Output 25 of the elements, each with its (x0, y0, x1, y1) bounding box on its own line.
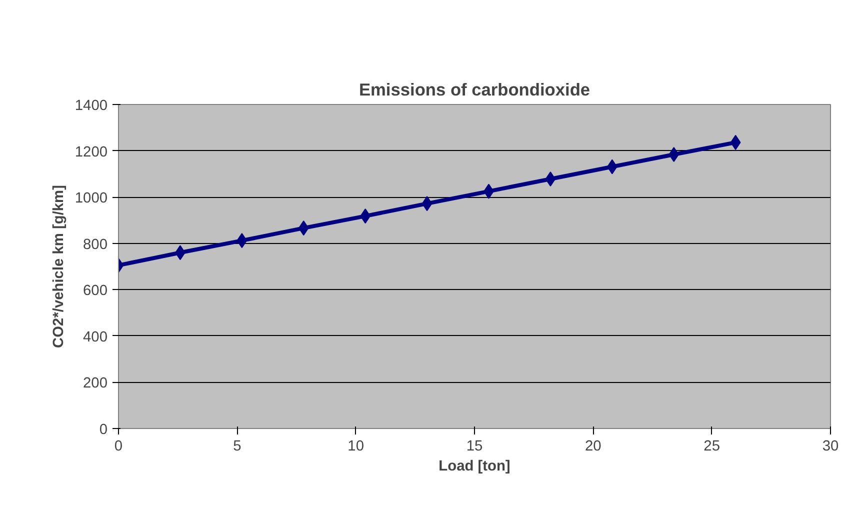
x-tick-label: 15 (466, 438, 483, 454)
x-tick-label: 5 (233, 438, 242, 454)
y-tick-label: 200 (83, 376, 108, 392)
x-axis-title: Load [ton] (438, 458, 510, 474)
y-tick-label: 1400 (74, 98, 108, 114)
y-axis-title: CO2*/vehicle km [g/km] (50, 184, 67, 348)
x-tick-label: 20 (585, 438, 602, 454)
point (606, 159, 618, 174)
y-tick-label: 1200 (74, 144, 108, 160)
point (730, 134, 741, 150)
x-tick-label: 10 (348, 438, 364, 454)
y-tick-label: 600 (83, 283, 108, 300)
point (422, 196, 432, 212)
y-tick-label: 0 (99, 422, 108, 438)
point (668, 146, 680, 162)
chart-title: Emissions of carbondioxide (358, 80, 590, 100)
x-tick-label: 25 (704, 438, 720, 454)
x-tick-label: 30 (822, 438, 839, 454)
y-tick-label: 800 (83, 236, 108, 253)
y-tick-label: 400 (83, 329, 108, 346)
y-tick-label: 1000 (74, 190, 108, 207)
x-tick-label: 0 (114, 438, 123, 454)
point (545, 172, 556, 187)
point (236, 233, 248, 248)
point (298, 220, 309, 236)
